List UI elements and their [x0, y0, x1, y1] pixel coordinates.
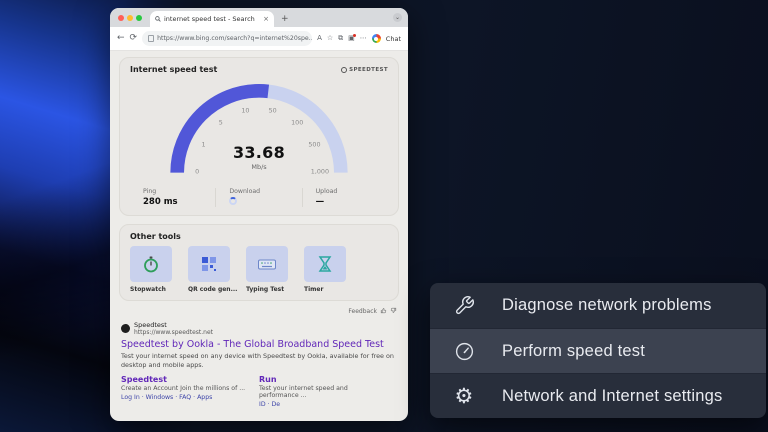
- wrench-icon: [453, 295, 475, 317]
- speedtest-logo-icon: [341, 66, 348, 73]
- new-tab-button[interactable]: +: [281, 14, 289, 24]
- result-snippet: Test your internet speed on any device w…: [121, 352, 394, 369]
- speed-unit: Mb/s: [251, 163, 267, 171]
- gauge-tick: 1: [202, 141, 206, 148]
- result-site-url: https://www.speedtest.net: [134, 329, 213, 336]
- ping-value: 280 ms: [143, 197, 178, 207]
- speed-stats-row: Ping 280 ms Download Upload —: [130, 182, 388, 215]
- qr-code-icon[interactable]: [188, 246, 230, 282]
- speed-test-widget: Internet speed test SPEEDTEST 0 1 5 10 5…: [119, 57, 399, 216]
- upload-stat: Upload —: [301, 188, 388, 207]
- reload-button[interactable]: ⟳: [129, 33, 138, 43]
- menu-item-label: Network and Internet settings: [502, 386, 723, 405]
- menu-item-label: Perform speed test: [502, 341, 645, 360]
- tool-qr-code-generator[interactable]: QR code gen...: [188, 246, 238, 293]
- sitelink-desc: Create an Account Join the millions of .…: [121, 384, 246, 392]
- speedometer-icon: [453, 340, 475, 362]
- extensions-icon[interactable]: ▣: [348, 34, 356, 42]
- browser-toolbar: ← ⟳ https://www.bing.com/search?q=intern…: [110, 27, 408, 51]
- bookmark-star-icon[interactable]: ☆: [326, 34, 334, 42]
- result-title-link[interactable]: Speedtest by Ookla - The Global Broadban…: [121, 339, 384, 350]
- menu-item-label: Diagnose network problems: [502, 296, 712, 314]
- tool-stopwatch[interactable]: Stopwatch: [130, 246, 180, 293]
- address-bar[interactable]: https://www.bing.com/search?q=internet%2…: [142, 31, 313, 46]
- sitelink-links[interactable]: Log In · Windows · FAQ · Apps: [121, 393, 213, 401]
- tab-title: internet speed test - Search: [164, 15, 255, 23]
- profile-avatar[interactable]: [371, 34, 381, 43]
- translate-icon[interactable]: A: [317, 34, 322, 42]
- gauge-tick: 1,000: [311, 169, 329, 176]
- gauge-tick: 10: [241, 108, 249, 115]
- tool-typing-test[interactable]: Typing Test: [246, 246, 296, 293]
- url-text: https://www.bing.com/search?q=internet%2…: [157, 35, 313, 42]
- gauge-tick: 100: [291, 120, 303, 127]
- sitelink-links[interactable]: ID · De: [259, 400, 281, 408]
- gauge-fill: [170, 84, 348, 173]
- other-tools-card: Other tools Stopwatch QR code gen...: [119, 224, 399, 301]
- menu-item-network-settings[interactable]: ⚙ Network and Internet settings: [430, 373, 766, 418]
- sitelinks: Speedtest Create an Account Join the mil…: [121, 375, 397, 408]
- sitelink-column: Speedtest Create an Account Join the mil…: [121, 375, 259, 408]
- gear-icon: ⚙: [454, 383, 474, 408]
- speedtest-brand: SPEEDTEST: [341, 66, 388, 73]
- feedback-row: Feedback: [121, 307, 397, 316]
- search-icon: [155, 16, 161, 22]
- gauge-tick: 500: [308, 141, 320, 148]
- stopwatch-icon[interactable]: [130, 246, 172, 282]
- tab-close-icon[interactable]: ×: [263, 15, 269, 23]
- sitelink-title[interactable]: Run: [259, 374, 277, 384]
- more-menu-icon[interactable]: ⋯: [359, 34, 367, 42]
- close-window-button[interactable]: [118, 14, 124, 21]
- window-controls[interactable]: [118, 14, 142, 21]
- thumbs-down-icon[interactable]: [390, 307, 397, 316]
- tab-strip: internet speed test - Search × + ⌄: [110, 8, 408, 27]
- sitelink-title[interactable]: Speedtest: [121, 374, 167, 384]
- download-loading-spinner: [229, 197, 238, 205]
- sitelink-column: Run Test your internet speed and perform…: [259, 375, 397, 408]
- gauge-tick: 5: [219, 120, 223, 127]
- browser-window: internet speed test - Search × + ⌄ ← ⟳ h…: [110, 8, 408, 421]
- menu-item-diagnose-network[interactable]: Diagnose network problems: [430, 283, 766, 328]
- toolbar-icons: A ☆ ⧉ ▣ ⋯ Chat: [317, 34, 401, 43]
- sitelink-desc: Test your internet speed and performance…: [259, 384, 348, 399]
- widget-title: Internet speed test: [130, 65, 218, 74]
- feedback-label[interactable]: Feedback: [348, 308, 377, 315]
- speed-value: 33.68: [232, 143, 286, 162]
- site-favicon: [121, 324, 130, 333]
- menu-item-perform-speed-test[interactable]: Perform speed test: [430, 328, 766, 373]
- extension-badge: [352, 34, 356, 37]
- minimize-window-button[interactable]: [127, 14, 133, 21]
- thumbs-up-icon[interactable]: [380, 307, 387, 316]
- gauge-tick: 0: [195, 169, 199, 176]
- search-result: Speedtest https://www.speedtest.net Spee…: [119, 321, 399, 408]
- result-site-name: Speedtest: [134, 321, 167, 329]
- ping-stat: Ping 280 ms: [130, 188, 215, 207]
- search-results-page: Internet speed test SPEEDTEST 0 1 5 10 5…: [110, 51, 408, 421]
- tab-search-chevron-icon[interactable]: ⌄: [393, 13, 402, 22]
- maximize-window-button[interactable]: [136, 14, 142, 21]
- timer-icon[interactable]: [304, 246, 346, 282]
- network-context-menu: Diagnose network problems Perform speed …: [430, 283, 766, 418]
- keyboard-icon[interactable]: [246, 246, 288, 282]
- active-tab[interactable]: internet speed test - Search ×: [150, 11, 274, 27]
- site-info-icon[interactable]: [148, 35, 155, 42]
- chat-button[interactable]: Chat: [385, 34, 401, 43]
- upload-value: —: [315, 197, 325, 207]
- side-panel-icon[interactable]: ⧉: [338, 34, 344, 42]
- back-button[interactable]: ←: [117, 33, 125, 43]
- other-tools-title: Other tools: [130, 232, 181, 241]
- tool-timer[interactable]: Timer: [304, 246, 354, 293]
- gauge-tick: 50: [269, 108, 277, 115]
- speed-gauge: 0 1 5 10 50 100 500 1,000 33.68 Mb/s: [159, 77, 359, 178]
- download-stat: Download: [215, 188, 301, 207]
